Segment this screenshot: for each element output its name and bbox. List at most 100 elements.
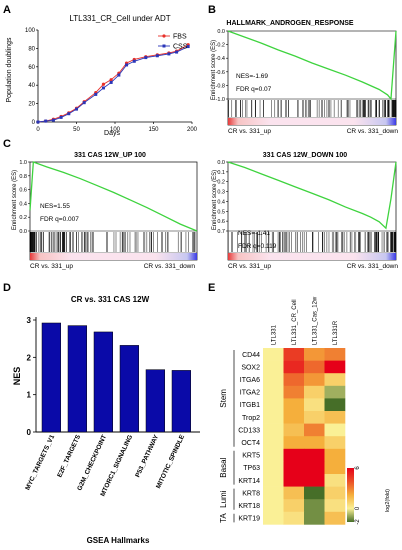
d-bar (93, 331, 113, 433)
e-row-label: KRT14 (238, 478, 260, 485)
e-cell (283, 511, 305, 525)
e-cell (283, 436, 305, 450)
e-cell (263, 486, 284, 500)
gsea-frame (29, 161, 198, 261)
a-point-fbs (109, 78, 113, 82)
a-point-css (155, 54, 159, 58)
e-row-label: KRT19 (238, 516, 260, 523)
e-cell (263, 474, 284, 487)
e-column-label: LTL331_Cas_12w (312, 296, 318, 345)
d-category-label: P53_PATHWAY (134, 433, 160, 478)
e-cell (324, 398, 346, 412)
e-cell (304, 360, 325, 374)
panel-label-a: A (3, 4, 11, 16)
a-point-css (101, 86, 105, 90)
e-cell (324, 448, 346, 462)
e-cell (283, 499, 305, 513)
e-group-label: TA (219, 513, 228, 523)
e-cell (324, 499, 346, 513)
a-y-tick-label: 0 (32, 120, 36, 126)
panel-b-nes: NES=-1.69 (236, 73, 268, 80)
a-point-css (144, 56, 148, 60)
e-cell (304, 398, 325, 412)
a-series-line-fbs (37, 44, 189, 123)
a-legend-label: FBS (173, 34, 187, 41)
d-category-label: G2M_CHECKPOINT (76, 434, 108, 492)
gsea-rank-bar (228, 253, 396, 260)
e-row-label: ITGA6 (240, 377, 260, 384)
e-row-label: CD133 (238, 427, 260, 434)
a-point-css (59, 115, 63, 119)
e-cell (324, 360, 346, 374)
a-series-line-css (37, 46, 189, 123)
d-bar (67, 325, 87, 433)
e-row-label: KRT18 (238, 503, 260, 510)
e-cell (304, 373, 325, 387)
a-x-tick-label: 200 (187, 127, 198, 133)
e-cell (304, 499, 325, 513)
e-cell (324, 511, 346, 525)
panel-label-b: B (208, 4, 216, 16)
panel-c1-right-label: CR vs. 331_down (144, 263, 196, 270)
e-row-label: TP63 (243, 465, 260, 472)
a-x-tick-label: 100 (110, 127, 121, 133)
gsea-rank-bar (228, 118, 396, 125)
panel-e-heatmap: LTL331 LTL331_CR_Cell LTL331_Cas_12w LTL331… (219, 296, 391, 525)
panel-b-ylabel: Enrichment score (ES) (211, 40, 217, 100)
panel-d-title: CR vs. 331 CAS 12W (71, 295, 150, 304)
e-row-label: SOX2 (241, 364, 260, 371)
gsea-rank-bar (30, 253, 197, 260)
e-cell (263, 448, 284, 462)
gsea-y-tick-label: 0.5 (217, 209, 225, 215)
e-cell (283, 373, 305, 387)
e-cell (304, 348, 325, 361)
panel-c-up-gsea-plot: 331 CAS 12W_UP 100 Enrichment score (ES)… (12, 152, 198, 270)
gsea-y-tick-label: 0.2 (217, 180, 225, 186)
panel-b-left-label: CR vs. 331_up (228, 128, 271, 135)
e-row-label: ITGB1 (240, 402, 260, 409)
panel-b-fdr: FDR q=0.07 (236, 86, 272, 93)
panel-b-right-label: CR vs. 331_down (347, 128, 399, 135)
e-cell (304, 486, 325, 500)
a-y-tick-label: 60 (28, 65, 35, 71)
d-category-label: MYC_TARGETS_V1 (24, 434, 56, 492)
panel-a-ylabel: Population doublings (6, 37, 13, 102)
panel-c2-ylabel: Enrichment score (ES) (212, 170, 218, 230)
e-cell (283, 448, 305, 462)
gsea-y-tick-label: 0.7 (217, 229, 225, 235)
e-cell (263, 411, 284, 424)
a-x-tick-label: 50 (73, 127, 80, 133)
gsea-y-tick-label: 0.4 (19, 201, 27, 207)
e-cell (263, 423, 284, 437)
panel-label-c: C (3, 138, 11, 150)
e-cell (283, 474, 305, 487)
e-legend-tick-label: 6 (355, 466, 361, 470)
e-cell (263, 461, 284, 475)
e-group-label: Stem (219, 389, 228, 408)
a-point-css (175, 50, 179, 54)
panel-c2-right-label: CR vs. 331_down (347, 263, 399, 270)
panel-a-legend: FBS CSS (158, 34, 188, 51)
a-y-tick-label: 100 (25, 28, 36, 34)
e-legend-tick-label: 0 (355, 506, 361, 510)
e-cell (304, 474, 325, 487)
e-row-label: KRT8 (242, 490, 260, 497)
a-point-css (109, 80, 113, 84)
gsea-y-tick-label: 0.0 (19, 229, 27, 235)
e-group-label: Basal (219, 457, 228, 477)
a-point-css (132, 59, 136, 63)
d-y-tick-label: 0 (27, 428, 32, 437)
e-cell (304, 448, 325, 462)
a-legend-marker (162, 44, 166, 48)
panel-d-bar-chart: CR vs. 331 CAS 12W NES GSEA Hallmarks 0 1… (12, 295, 200, 545)
e-legend-bar (347, 468, 354, 522)
panel-c1-ylabel: Enrichment score (ES) (12, 170, 18, 230)
a-y-tick-label: 40 (28, 83, 35, 89)
gsea-y-tick-label: 0.3 (217, 190, 225, 196)
panel-c1-title: 331 CAS 12W_UP 100 (74, 152, 146, 159)
e-cell (324, 436, 346, 450)
gsea-es-curve (227, 30, 397, 101)
e-cell (324, 474, 346, 487)
e-cell (283, 486, 305, 500)
gsea-y-tick-label: 1.0 (19, 160, 27, 166)
